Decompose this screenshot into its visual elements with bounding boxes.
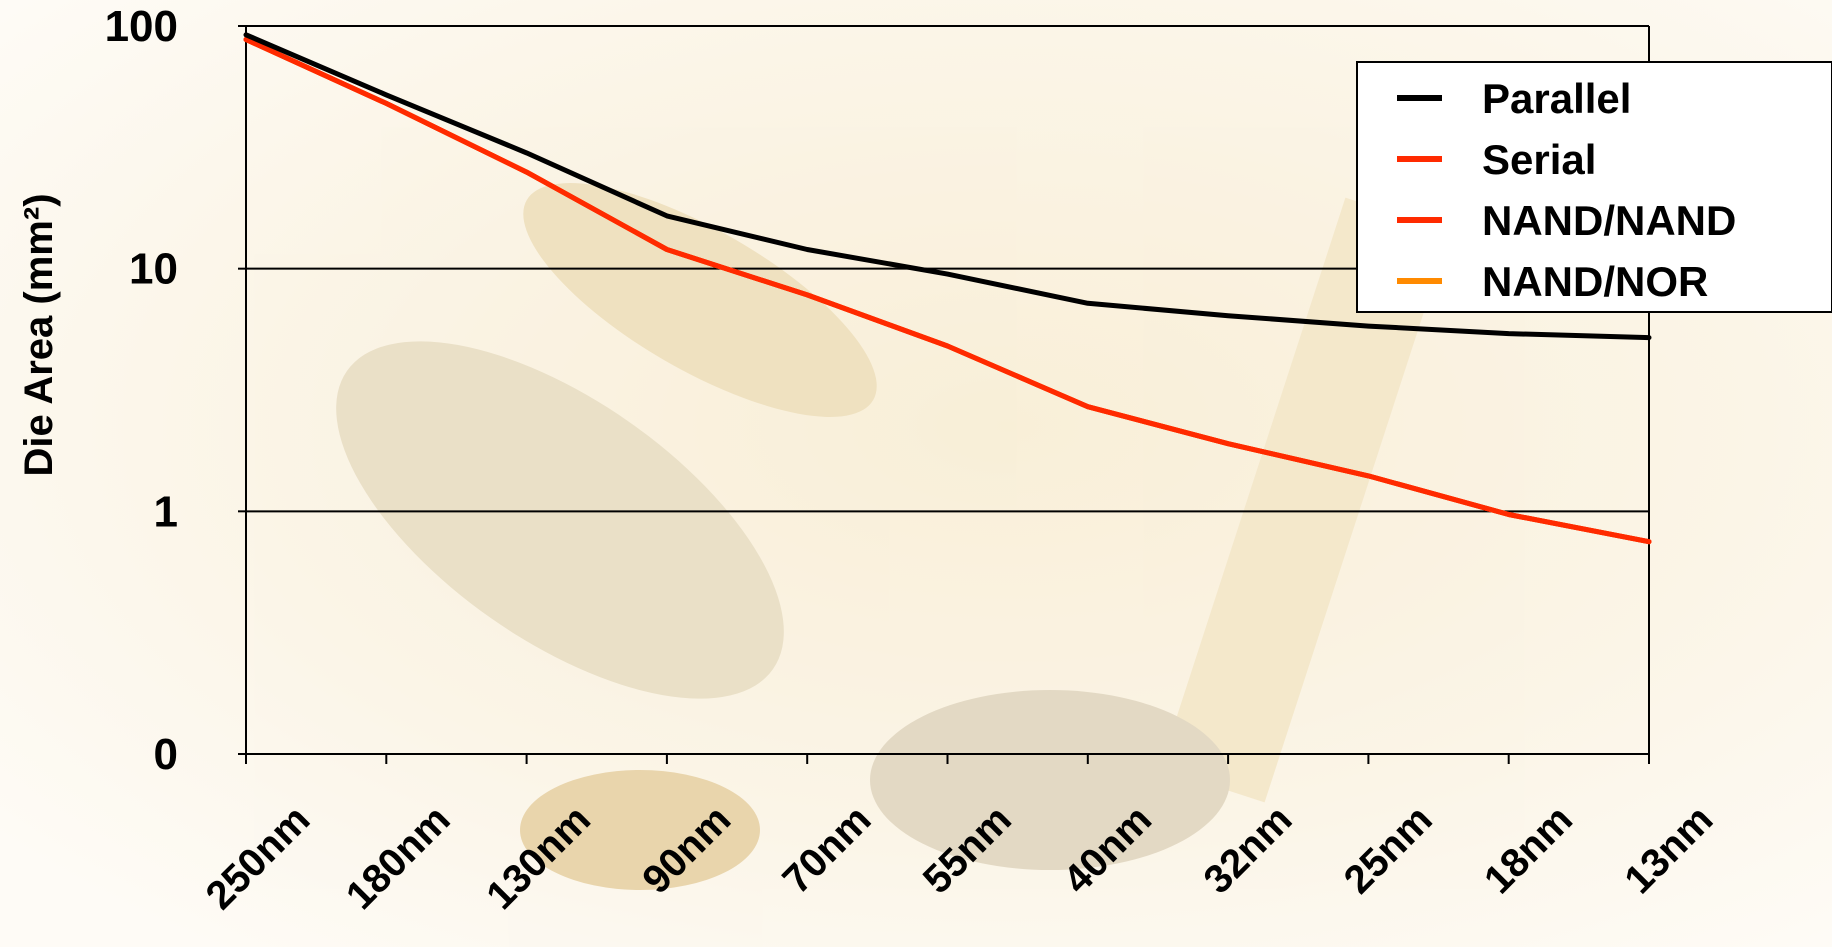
- y-tick-label: 100: [105, 2, 178, 51]
- legend-label: NAND/NOR: [1482, 258, 1708, 305]
- legend-label: Serial: [1482, 136, 1596, 183]
- y-tick-label: 10: [129, 245, 178, 294]
- legend-label: Parallel: [1482, 75, 1631, 122]
- y-tick-label: 0: [154, 730, 178, 779]
- series-lines: [243, 32, 1652, 545]
- series-line-parallel: [243, 32, 1652, 341]
- y-tick-label: 1: [154, 487, 178, 536]
- legend: Parallel Serial NAND/NAND NAND/NOR: [1356, 61, 1832, 313]
- series-line-serial: [243, 37, 1652, 545]
- legend-label: NAND/NAND: [1482, 197, 1736, 244]
- y-axis-label: Die Area (mm²): [17, 193, 61, 476]
- legend-box: [1356, 61, 1832, 313]
